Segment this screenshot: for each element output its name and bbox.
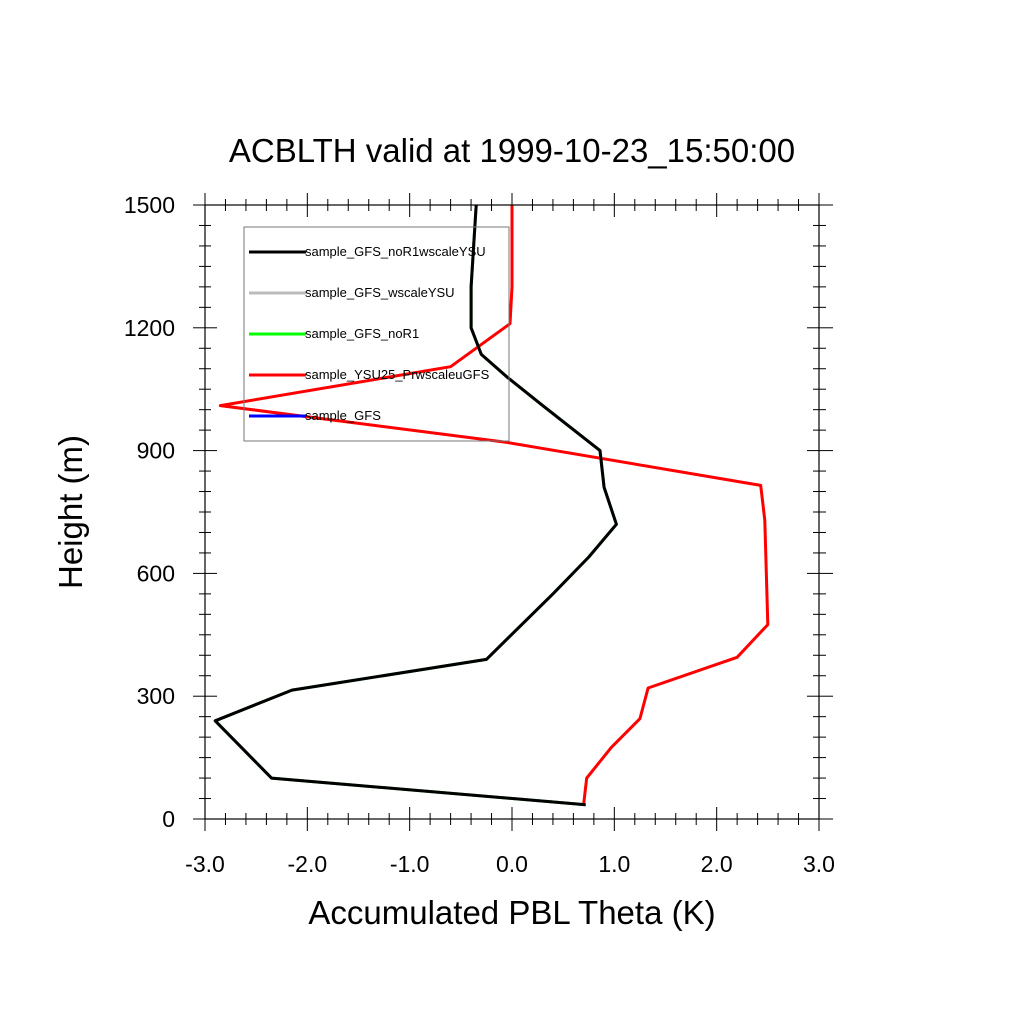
series-line-0: [213, 204, 618, 807]
plot-frame: [204, 204, 820, 820]
x-tick-label: 1.0: [598, 851, 630, 877]
legend-label-2: sample_GFS_noR1: [305, 326, 419, 341]
x-tick-label: 0.0: [496, 851, 528, 877]
x-axis-label: Accumulated PBL Theta (K): [308, 894, 715, 931]
series-line-3: [218, 205, 770, 805]
y-axis-label: Height (m): [52, 435, 89, 589]
y-tick-label: 0: [162, 806, 175, 832]
legend-box: [243, 226, 510, 442]
x-tick-label: -1.0: [390, 851, 430, 877]
legend-label-0: sample_GFS_noR1wscaleYSU: [305, 244, 486, 259]
x-tick-label: 3.0: [803, 851, 835, 877]
y-tick-label: 900: [137, 438, 175, 464]
legend-label-3: sample_YSU25_PrwscaleuGFS: [305, 367, 490, 382]
ticks-layer: -3.0 -2.0 -1.0 0.0 1.0 2.0 3.0 0 300 600 900 1200 15…: [124, 192, 835, 877]
y-tick-label: 1500: [124, 192, 175, 218]
chart-title: ACBLTH valid at 1999-10-23_15:50:00: [229, 132, 795, 169]
x-tick-label: 2.0: [701, 851, 733, 877]
y-tick-label: 600: [137, 560, 175, 586]
series-layer: [213, 204, 770, 807]
legend: sample_GFS_noR1wscaleYSU sample_GFS_wscal…: [243, 226, 510, 442]
y-tick-label: 1200: [124, 315, 175, 341]
x-tick-label: -3.0: [185, 851, 225, 877]
legend-label-4: sample_GFS: [305, 408, 381, 423]
y-tick-label: 300: [137, 683, 175, 709]
legend-label-1: sample_GFS_wscaleYSU: [305, 285, 455, 300]
x-tick-label: -2.0: [288, 851, 328, 877]
